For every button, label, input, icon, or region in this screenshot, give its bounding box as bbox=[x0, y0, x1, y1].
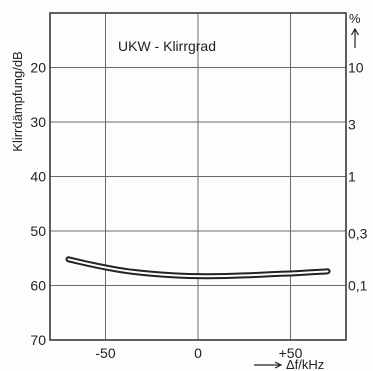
x-axis-title: Δf/kHz bbox=[286, 357, 324, 371]
y2-axis-arrow bbox=[350, 27, 360, 48]
x-axis-ticks: -50 0 +50 bbox=[95, 345, 302, 361]
y-tick-label: 20 bbox=[30, 60, 46, 76]
y-tick-label: 40 bbox=[30, 169, 46, 185]
y2-tick-label: 0,1 bbox=[348, 278, 368, 294]
y2-tick-label: 3 bbox=[348, 117, 356, 133]
y2-axis-ticks: 10 3 1 0,3 0,1 bbox=[348, 60, 368, 294]
plot-frame bbox=[49, 12, 347, 341]
series-layer bbox=[65, 256, 331, 280]
x-tick-label: +50 bbox=[279, 345, 303, 361]
y-axis-title: Klirrdämpfung/dB bbox=[10, 51, 25, 151]
y2-tick-label: 10 bbox=[348, 60, 364, 76]
y-tick-label: 70 bbox=[30, 332, 46, 348]
y2-tick-label: 0,3 bbox=[348, 226, 368, 242]
y-tick-label: 30 bbox=[30, 114, 46, 130]
grid bbox=[50, 13, 346, 340]
series-line-inner bbox=[67, 258, 329, 278]
y2-tick-label: 1 bbox=[348, 169, 356, 185]
y-tick-label: 50 bbox=[30, 223, 46, 239]
y-axis-ticks: 20 30 40 50 60 70 bbox=[30, 60, 46, 349]
chart-title: UKW - Klirrgrad bbox=[118, 38, 216, 54]
x-tick-label: 0 bbox=[194, 345, 202, 361]
x-axis-arrow bbox=[254, 361, 283, 369]
x-tick-label: -50 bbox=[95, 345, 115, 361]
y-tick-label: 60 bbox=[30, 278, 46, 294]
y2-axis-title: % bbox=[349, 11, 361, 26]
